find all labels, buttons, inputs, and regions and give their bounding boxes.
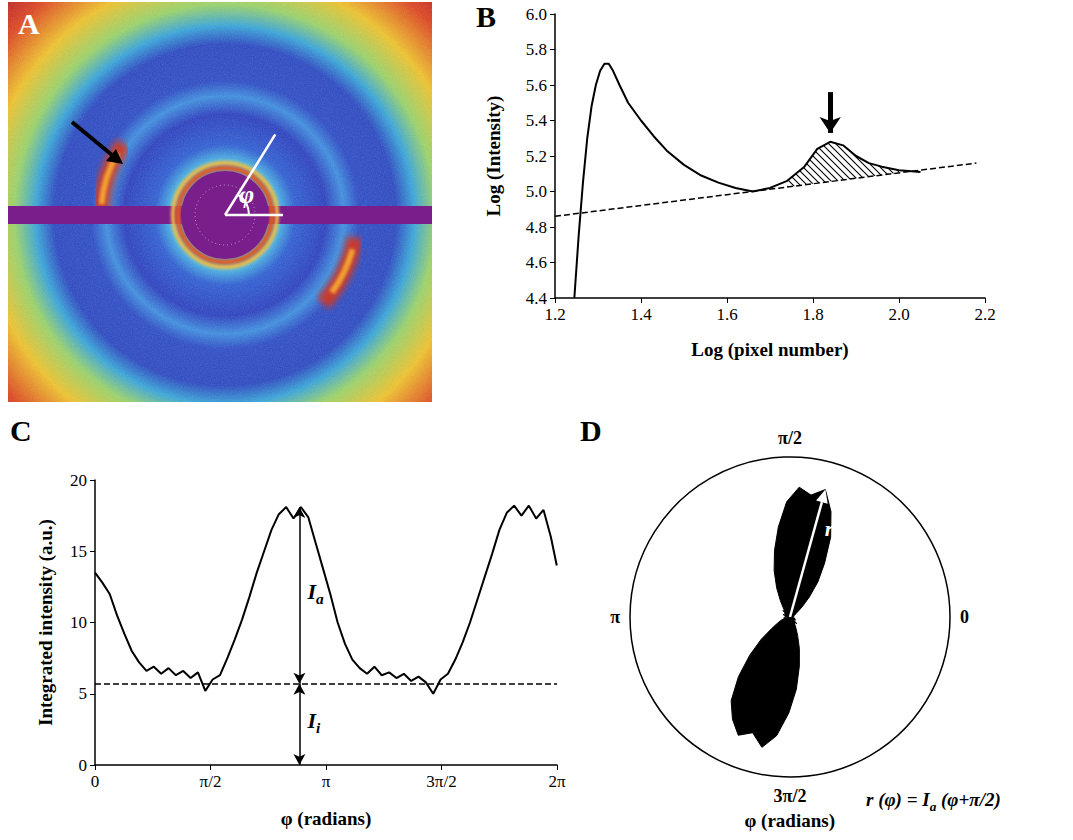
svg-text:3π/2: 3π/2 [774,786,807,806]
svg-text:5.4: 5.4 [526,111,548,130]
svg-text:φ: φ [239,180,254,209]
svg-text:1.6: 1.6 [716,305,737,324]
svg-text:5: 5 [79,684,88,703]
html-text:Ii: Ii [307,708,321,737]
svg-text:5.6: 5.6 [526,76,547,95]
svg-text:4.4: 4.4 [525,288,547,308]
svg-text:A: A [18,7,40,40]
svg-text:Log (Intensity): Log (Intensity) [483,96,505,217]
svg-text:10: 10 [70,613,87,632]
svg-text:1.4: 1.4 [630,305,652,324]
svg-text:2.2: 2.2 [974,305,995,324]
svg-text:15: 15 [70,542,87,561]
svg-text:r: r [825,516,834,541]
svg-text:4.6: 4.6 [526,253,547,272]
svg-text:0: 0 [91,772,100,791]
svg-text:0: 0 [79,756,88,775]
svg-text:Integrated intensity (a.u.): Integrated intensity (a.u.) [35,519,57,726]
svg-text:20: 20 [70,471,87,490]
svg-text:φ (radians): φ (radians) [281,808,372,830]
html-text:C: C [10,414,32,447]
svg-text:5.0: 5.0 [526,182,547,201]
svg-text:0: 0 [960,607,969,627]
svg-text:Log (pixel number): Log (pixel number) [691,339,848,361]
svg-text:4.8: 4.8 [526,218,547,237]
svg-text:1.2: 1.2 [544,305,565,324]
svg-text:3π/2: 3π/2 [426,772,456,791]
html-text:D: D [580,414,602,447]
svg-text:5.2: 5.2 [526,147,547,166]
svg-text:1.8: 1.8 [802,305,823,324]
svg-text:π: π [322,772,331,791]
html-text:B: B [476,0,496,33]
svg-text:π: π [610,607,620,627]
svg-text:2.0: 2.0 [888,305,909,324]
html-text:r (φ) = Ia(φ+π/2): r (φ) = Ia(φ+π/2) [866,789,1001,814]
html-text:φ (radians): φ (radians) [744,810,835,831]
svg-text:6.0: 6.0 [526,5,547,24]
svg-text:2π: 2π [548,772,566,791]
svg-text:π/2: π/2 [200,772,222,791]
html-text:Ia: Ia [307,579,324,608]
svg-text:5.8: 5.8 [526,40,547,59]
svg-text:π/2: π/2 [778,428,802,448]
